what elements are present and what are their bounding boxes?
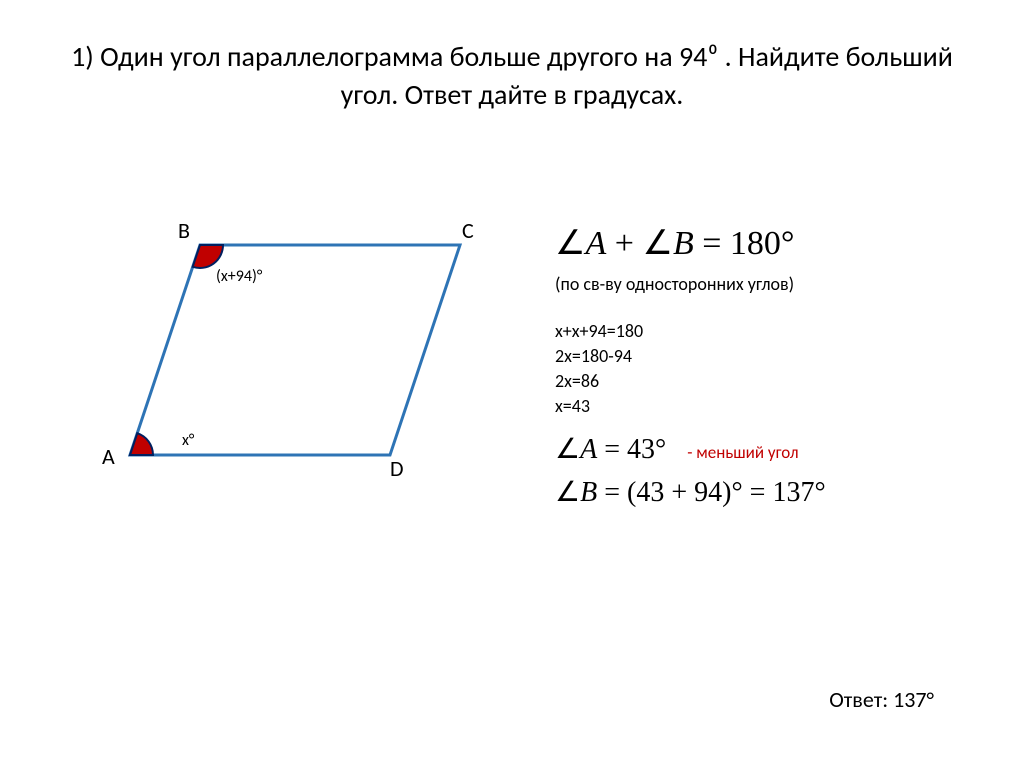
angle-arc-B [193, 245, 223, 268]
vertex-label-A: A [102, 443, 115, 470]
solve-steps: x+x+94=180 2x=180-94 2x=86 x=43 [555, 319, 975, 420]
vertex-label-D: D [390, 455, 404, 482]
equation-sum-note: (по св-ву односторонних углов) [555, 272, 975, 297]
solve-line: x=43 [555, 394, 975, 419]
angle-label-B: (x+94)° [216, 267, 262, 286]
smaller-angle-note: - меньший угол [687, 442, 798, 463]
solve-line: 2x=86 [555, 369, 975, 394]
angle-B-result: ∠B = (43 + 94)° = 137° [555, 473, 975, 512]
angle-label-A: x° [182, 431, 194, 450]
angle-arc-A [130, 433, 153, 455]
solve-line: 2x=180-94 [555, 344, 975, 369]
vertex-label-B: B [178, 217, 190, 244]
parallelogram-diagram: B C A D (x+94)° x° [90, 215, 500, 495]
problem-title: 1) Один угол параллелограмма больше друг… [70, 38, 954, 114]
equation-sum: ∠A + ∠B = 180° [555, 220, 975, 268]
vertex-label-C: C [462, 217, 474, 244]
solve-line: x+x+94=180 [555, 319, 975, 344]
parallelogram-shape [130, 245, 460, 455]
angle-A-result: ∠A = 43° - меньший угол [555, 430, 975, 469]
final-answer: Ответ: 137° [829, 686, 934, 713]
equation-block: ∠A + ∠B = 180° (по св-ву односторонних у… [555, 220, 975, 512]
